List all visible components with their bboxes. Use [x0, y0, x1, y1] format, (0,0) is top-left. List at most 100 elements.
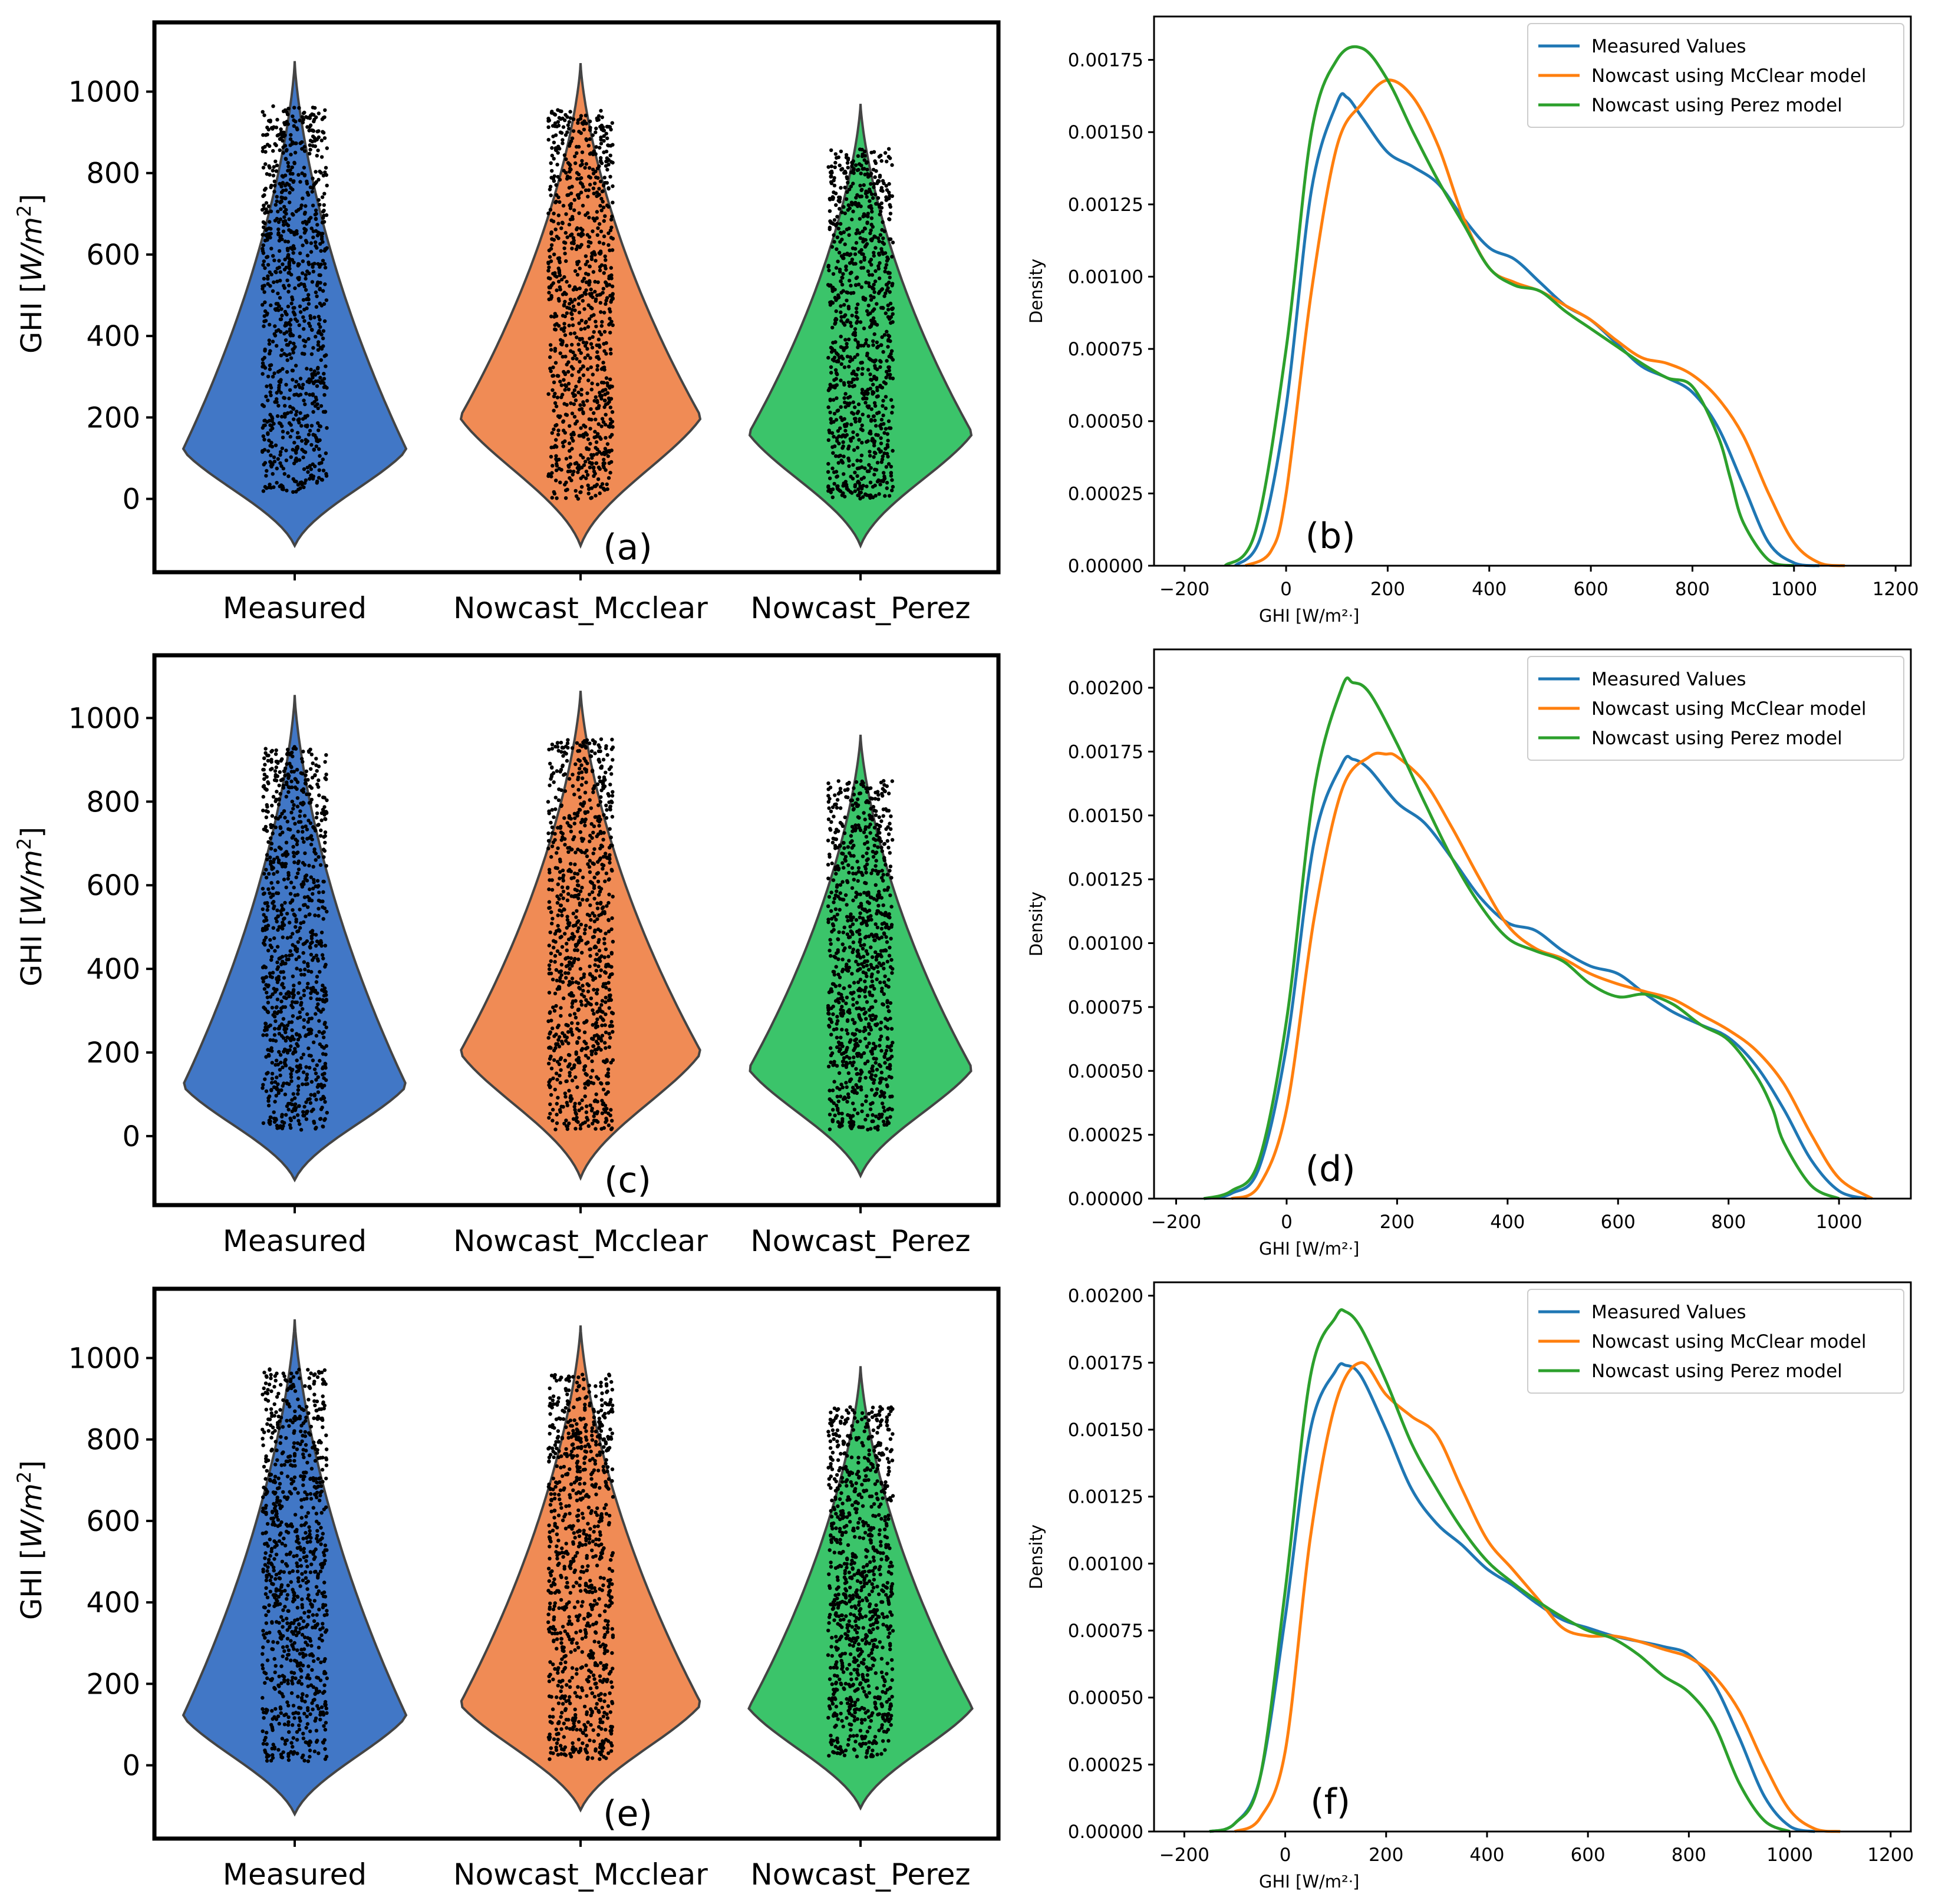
data-point [578, 966, 582, 971]
data-point [589, 754, 594, 758]
data-point [296, 991, 301, 995]
data-point [571, 773, 575, 777]
data-point [866, 344, 871, 348]
data-point [277, 925, 281, 929]
data-point [873, 279, 878, 283]
data-point [552, 491, 557, 496]
data-point [263, 763, 267, 767]
data-point [572, 331, 577, 335]
data-point [858, 915, 862, 920]
data-point [599, 229, 604, 233]
data-point [570, 746, 575, 750]
data-point [270, 803, 274, 808]
data-point [592, 330, 596, 334]
data-point [278, 317, 283, 322]
data-point [833, 907, 838, 912]
data-point [549, 283, 554, 288]
data-point [263, 144, 267, 149]
data-point [308, 1065, 312, 1070]
data-point [566, 892, 571, 896]
data-point [607, 800, 611, 804]
data-point [261, 149, 265, 153]
data-point [559, 962, 564, 967]
data-point [550, 825, 555, 830]
data-point [289, 765, 294, 770]
data-point [568, 455, 572, 459]
data-point [598, 268, 602, 273]
data-point [881, 454, 885, 458]
data-point [553, 866, 558, 870]
data-point [585, 391, 589, 395]
data-point [872, 843, 877, 848]
data-point [596, 422, 601, 426]
data-point [583, 928, 587, 932]
data-point [323, 266, 328, 270]
data-point [564, 259, 568, 263]
data-point [323, 1100, 327, 1104]
data-point [279, 130, 284, 134]
data-point [842, 348, 846, 352]
data-point [292, 461, 296, 466]
data-point [606, 1111, 611, 1116]
data-point [283, 239, 288, 243]
data-point [608, 309, 612, 314]
data-point [308, 1101, 313, 1105]
data-point [576, 847, 580, 852]
data-point [269, 859, 273, 864]
data-point [550, 765, 554, 770]
data-point [290, 428, 294, 433]
data-point [281, 786, 286, 790]
data-point [595, 382, 600, 387]
data-point [856, 493, 860, 497]
data-point [599, 424, 604, 428]
data-point [588, 137, 592, 141]
data-point [306, 778, 310, 782]
data-point [294, 875, 298, 880]
data-point [292, 417, 296, 421]
data-point [262, 777, 266, 781]
data-point [861, 970, 866, 975]
data-point [282, 215, 286, 219]
data-point [317, 177, 321, 182]
data-point [324, 989, 328, 994]
data-point [261, 110, 265, 114]
data-point [588, 947, 592, 951]
data-point [877, 492, 881, 496]
data-point [605, 391, 610, 395]
data-point [889, 398, 894, 402]
data-point [267, 1054, 271, 1058]
data-point [875, 385, 879, 390]
data-point [279, 1088, 284, 1093]
data-point [311, 392, 315, 397]
data-point [579, 999, 583, 1004]
data-point [276, 220, 281, 225]
data-point [609, 276, 614, 281]
data-point [292, 745, 296, 749]
data-point [563, 118, 567, 123]
data-point [868, 189, 872, 194]
data-point [853, 338, 858, 342]
data-point [261, 361, 265, 365]
data-point [829, 421, 833, 425]
data-point [888, 237, 893, 242]
data-point [602, 219, 606, 223]
data-point [311, 761, 315, 765]
data-point [857, 481, 862, 486]
data-point [586, 367, 590, 371]
data-point [571, 323, 575, 328]
data-point [547, 809, 551, 813]
data-point [320, 195, 325, 199]
data-point [567, 324, 571, 328]
data-point [563, 252, 567, 256]
data-point [279, 378, 283, 382]
data-point [604, 963, 608, 967]
data-point [317, 1019, 321, 1023]
x-tick-label: 1000 [1771, 579, 1817, 600]
data-point [555, 458, 559, 463]
data-point [846, 180, 850, 184]
data-point [570, 1001, 575, 1005]
data-point [286, 271, 291, 275]
data-point [580, 951, 584, 955]
data-point [292, 306, 296, 310]
data-point [890, 411, 894, 415]
